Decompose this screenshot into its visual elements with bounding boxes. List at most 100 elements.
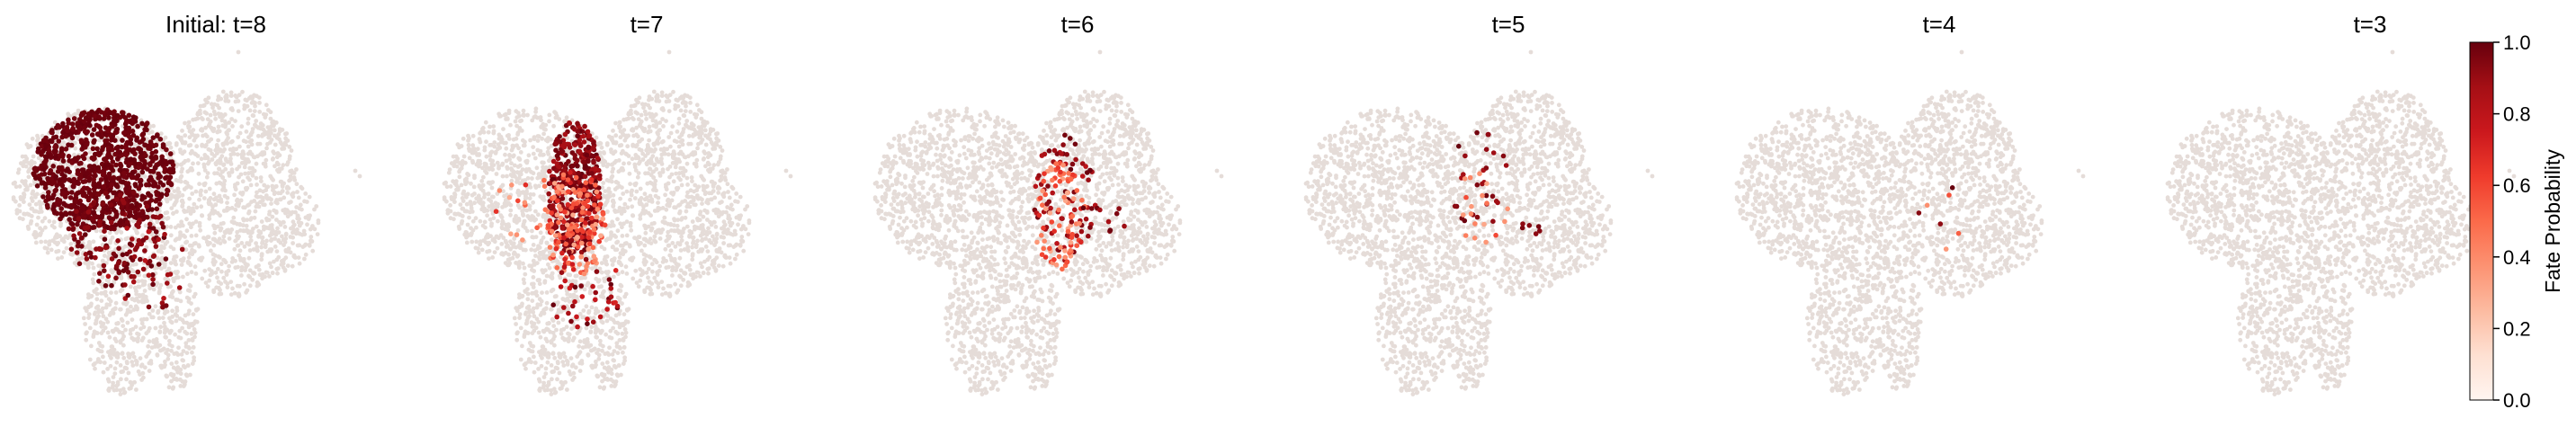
cell-point	[183, 329, 188, 334]
cell-point	[21, 217, 25, 222]
highlighted-cell-point	[114, 112, 121, 119]
cell-point	[159, 250, 165, 254]
cell-point	[168, 371, 174, 377]
cell-point	[550, 316, 555, 322]
cell-point	[186, 261, 191, 265]
cell-point	[177, 289, 183, 295]
cell-point	[148, 360, 154, 366]
cell-point	[99, 298, 104, 303]
cell-point	[292, 254, 298, 260]
cell-point	[255, 141, 260, 147]
cell-point	[132, 337, 137, 342]
cell-point	[666, 135, 672, 139]
cell-point	[184, 217, 189, 222]
cell-point	[120, 336, 125, 342]
highlighted-cell-point	[97, 125, 103, 130]
cell-point	[119, 276, 124, 280]
cell-point	[259, 252, 264, 256]
cell-point	[25, 211, 30, 217]
cell-point	[250, 165, 255, 171]
cell-point	[143, 295, 148, 300]
cell-point	[191, 117, 196, 122]
cell-point	[233, 119, 237, 124]
cell-point	[285, 263, 291, 268]
cell-point	[34, 222, 40, 227]
highlighted-cell-point	[70, 126, 76, 131]
cell-point	[648, 105, 652, 111]
highlighted-cell-point	[75, 123, 81, 129]
cell-point	[207, 201, 211, 207]
cell-point	[247, 283, 253, 289]
cell-point	[109, 290, 113, 295]
cell-point	[223, 94, 228, 100]
cell-point	[163, 362, 167, 368]
cell-point	[290, 192, 294, 197]
cell-point	[140, 370, 146, 376]
cell-point	[52, 240, 58, 245]
highlighted-cell-point	[120, 179, 126, 185]
cell-point	[225, 159, 230, 165]
highlighted-cell-point	[80, 205, 85, 211]
cell-point	[530, 228, 534, 234]
cell-point	[290, 209, 295, 215]
cell-point	[247, 149, 253, 155]
cell-point	[273, 120, 279, 125]
cell-point	[174, 178, 179, 182]
highlighted-cell-point	[45, 205, 50, 210]
cell-point	[273, 200, 278, 205]
highlighted-cell-point	[52, 188, 58, 194]
cell-point	[25, 224, 31, 229]
cell-point	[275, 271, 280, 276]
cell-point	[192, 294, 197, 299]
highlighted-cell-point	[165, 280, 170, 286]
cell-point	[33, 240, 39, 245]
cell-point	[514, 123, 519, 129]
highlighted-cell-point	[103, 138, 108, 144]
cell-point	[246, 95, 252, 101]
cell-point	[636, 284, 641, 289]
cell-point	[307, 194, 312, 200]
cell-point	[310, 248, 316, 254]
highlighted-cell-point	[139, 132, 145, 138]
highlighted-cell-point	[76, 155, 81, 160]
highlighted-cell-point	[56, 124, 61, 130]
cell-point	[211, 191, 217, 197]
cell-point	[153, 325, 158, 331]
highlighted-cell-point	[157, 213, 164, 219]
cell-point	[178, 147, 183, 152]
cell-point	[720, 192, 725, 197]
cell-point	[169, 361, 174, 366]
cell-point	[567, 279, 572, 284]
cell-point	[136, 279, 141, 284]
cell-point	[105, 377, 111, 382]
cell-point	[157, 316, 162, 321]
cell-point	[64, 245, 69, 251]
cell-point	[32, 229, 38, 235]
cell-point	[201, 196, 207, 200]
cell-point	[228, 156, 233, 161]
cell-point	[28, 144, 33, 148]
highlighted-cell-point	[66, 154, 72, 159]
cell-point	[551, 324, 557, 328]
highlighted-cell-point	[131, 274, 137, 280]
cell-point	[523, 271, 528, 277]
background-cells	[11, 49, 362, 396]
cell-point	[227, 173, 232, 178]
cell-point	[128, 284, 133, 289]
cell-point	[31, 189, 36, 194]
highlighted-cell-point	[97, 150, 103, 156]
highlighted-cell-point	[60, 158, 67, 164]
cell-point	[179, 233, 183, 238]
highlighted-cell-point	[124, 118, 130, 124]
highlighted-cell-point	[151, 253, 157, 259]
highlighted-cell-point	[163, 175, 168, 181]
cell-point	[682, 227, 686, 231]
highlighted-cell-point	[131, 254, 138, 260]
cell-point	[217, 105, 222, 111]
highlighted-cell-point	[65, 166, 70, 172]
cell-point	[664, 119, 668, 124]
cell-point	[189, 331, 194, 336]
cell-point	[204, 174, 210, 180]
cell-point	[296, 195, 301, 200]
highlighted-cell-point	[122, 282, 128, 288]
